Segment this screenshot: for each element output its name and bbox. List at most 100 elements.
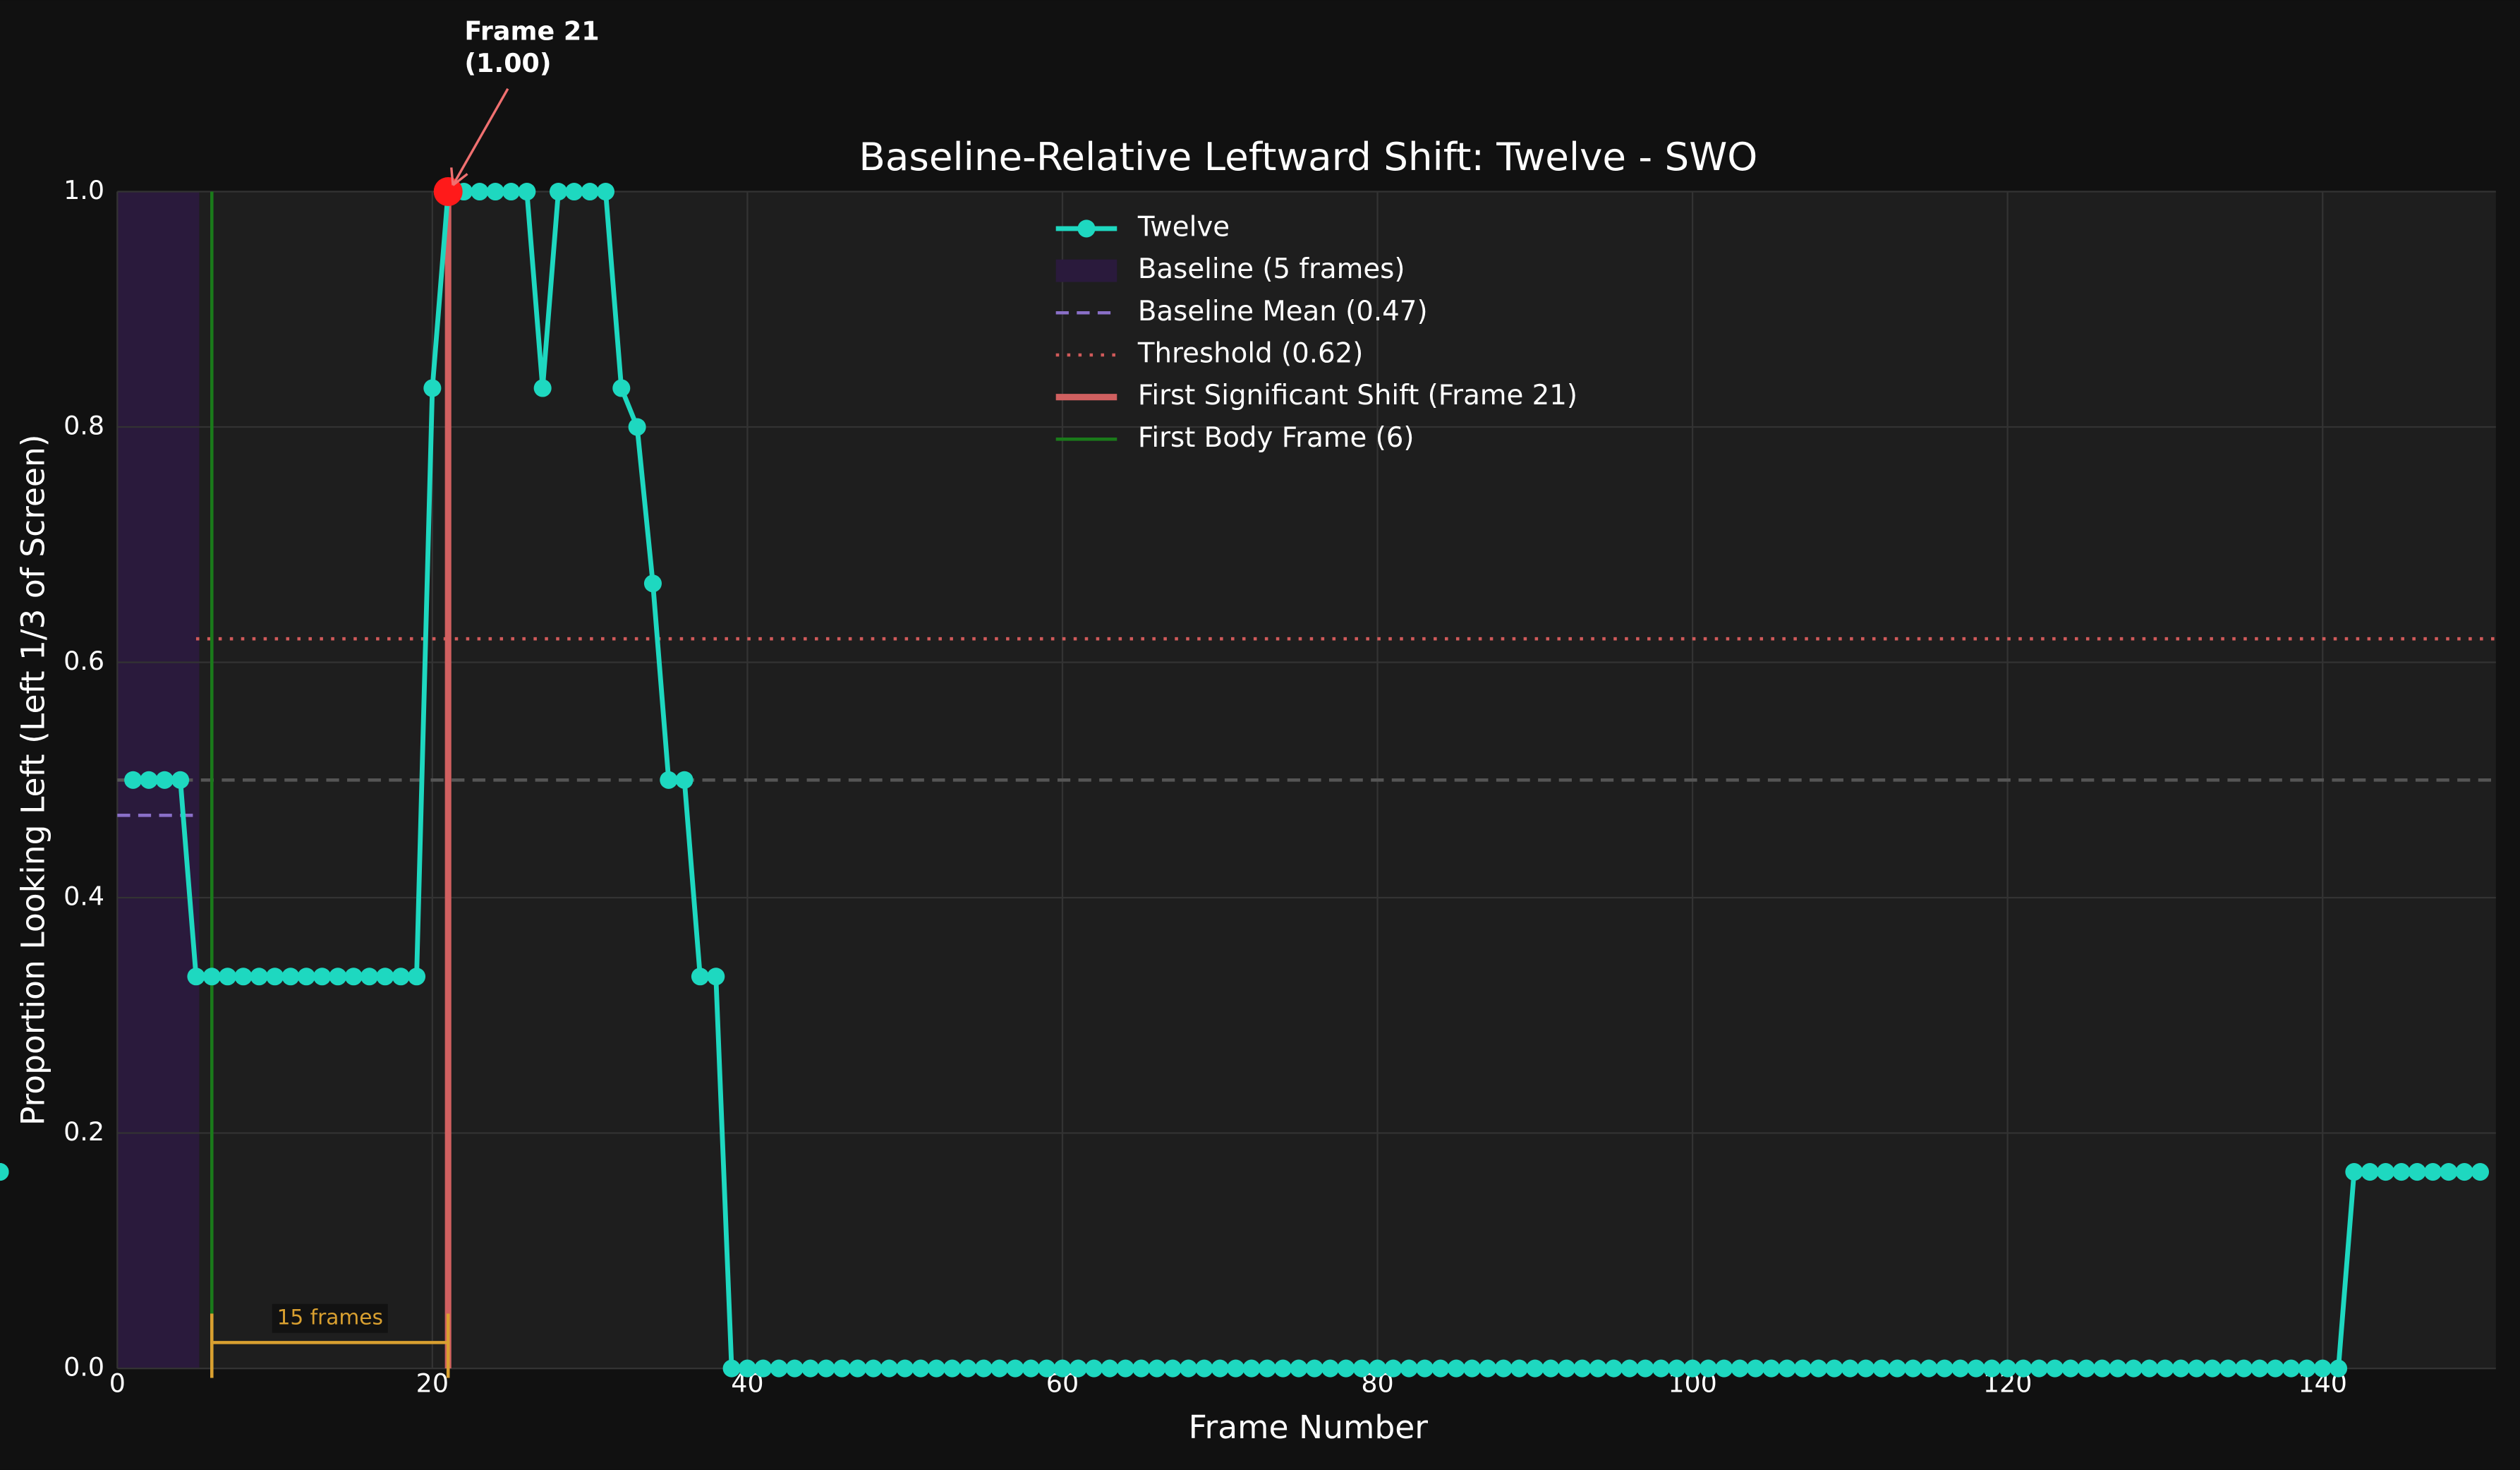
- series-marker: [2030, 1359, 2048, 1378]
- x-tick-label: 20: [416, 1368, 449, 1398]
- series-marker: [1762, 1359, 1781, 1378]
- series-marker: [1841, 1359, 1859, 1378]
- series-marker: [2440, 1163, 2458, 1181]
- series-marker: [502, 182, 521, 201]
- series-marker: [1683, 1359, 1702, 1378]
- series-marker: [1589, 1359, 1607, 1378]
- series-marker: [281, 968, 300, 986]
- series-marker: [1290, 1359, 1308, 1378]
- series-marker: [1337, 1359, 1355, 1378]
- series-marker: [1872, 1359, 1891, 1378]
- series-marker: [423, 379, 442, 397]
- series-marker: [864, 1359, 883, 1378]
- series-marker: [1321, 1359, 1340, 1378]
- series-marker: [2392, 1163, 2411, 1181]
- series-marker: [1951, 1359, 1970, 1378]
- series-marker: [1621, 1359, 1639, 1378]
- series-marker: [2077, 1359, 2095, 1378]
- legend-label: Baseline Mean (0.47): [1138, 296, 1428, 327]
- bracket-label-bg: [272, 1303, 388, 1333]
- series-marker: [974, 1359, 993, 1378]
- series-marker: [660, 771, 678, 789]
- series-marker: [1038, 1359, 1056, 1378]
- series-marker: [2061, 1359, 2080, 1378]
- series-marker: [2330, 1359, 2348, 1378]
- series-marker: [1369, 1359, 1387, 1378]
- series-marker: [1132, 1359, 1151, 1378]
- series-marker: [1163, 1359, 1182, 1378]
- series-marker: [1415, 1359, 1434, 1378]
- series-marker: [1778, 1359, 1796, 1378]
- y-tick-label: 0.4: [63, 881, 104, 912]
- series-marker: [1116, 1359, 1134, 1378]
- series-marker: [754, 1359, 773, 1378]
- series-marker: [2282, 1359, 2301, 1378]
- series-marker: [266, 968, 284, 986]
- series-marker: [691, 968, 709, 986]
- series-marker: [1982, 1359, 2001, 1378]
- y-tick-label: 1.0: [63, 175, 104, 205]
- series-marker: [2109, 1359, 2127, 1378]
- series-marker: [596, 182, 614, 201]
- series-marker: [1715, 1359, 1733, 1378]
- series-marker: [1668, 1359, 1686, 1378]
- series-marker: [1935, 1359, 1953, 1378]
- series-marker: [927, 1359, 945, 1378]
- legend-label: First Body Frame (6): [1138, 422, 1415, 454]
- legend-swatch: [1077, 219, 1096, 238]
- series-marker: [832, 1359, 851, 1378]
- series-marker: [896, 1359, 914, 1378]
- series-marker: [880, 1359, 898, 1378]
- series-marker: [675, 771, 693, 789]
- series-marker: [2313, 1359, 2332, 1378]
- series-marker: [785, 1359, 804, 1378]
- series-marker: [2423, 1163, 2442, 1181]
- series-marker: [1069, 1359, 1087, 1378]
- series-marker: [202, 968, 221, 986]
- series-marker: [2140, 1359, 2159, 1378]
- series-marker: [628, 418, 646, 436]
- series-marker: [1400, 1359, 1418, 1378]
- series-marker: [2046, 1359, 2064, 1378]
- series-marker: [612, 379, 631, 397]
- legend-label: First Significant Shift (Frame 21): [1138, 380, 1577, 411]
- series-marker: [2455, 1163, 2473, 1181]
- series-marker: [2014, 1359, 2033, 1378]
- series-marker: [1006, 1359, 1024, 1378]
- plot-area: [117, 191, 2496, 1369]
- series-marker: [2219, 1359, 2237, 1378]
- annotation-arrowhead: [450, 167, 468, 186]
- series-marker: [1227, 1359, 1245, 1378]
- series-marker: [707, 968, 725, 986]
- series-marker: [1636, 1359, 1654, 1378]
- series-marker: [518, 182, 536, 201]
- series-marker: [2266, 1359, 2284, 1378]
- series-marker: [1604, 1359, 1623, 1378]
- series-marker: [1384, 1359, 1403, 1378]
- series-marker: [1305, 1359, 1323, 1378]
- series-marker: [297, 968, 315, 986]
- series-marker: [344, 968, 363, 986]
- series-marker: [1904, 1359, 1922, 1378]
- series-marker: [2235, 1359, 2253, 1378]
- series-marker: [155, 771, 174, 789]
- series-marker: [187, 968, 205, 986]
- series-marker: [1920, 1359, 1938, 1378]
- series-marker: [2251, 1359, 2269, 1378]
- series-marker: [1462, 1359, 1482, 1378]
- series-marker: [1731, 1359, 1749, 1378]
- x-axis-label: Frame Number: [1189, 1409, 1429, 1446]
- series-marker: [486, 182, 504, 201]
- series-marker: [1825, 1359, 1843, 1378]
- series-marker: [738, 1359, 756, 1378]
- series-marker: [849, 1359, 867, 1378]
- series-marker: [1888, 1359, 1906, 1378]
- series-marker: [124, 771, 143, 789]
- y-tick-label: 0.0: [63, 1352, 104, 1382]
- series-marker: [959, 1359, 977, 1378]
- x-tick-label: 0: [109, 1368, 126, 1398]
- series-marker: [2124, 1359, 2143, 1378]
- annotation-text: Frame 21: [464, 16, 599, 46]
- series-marker: [817, 1359, 835, 1378]
